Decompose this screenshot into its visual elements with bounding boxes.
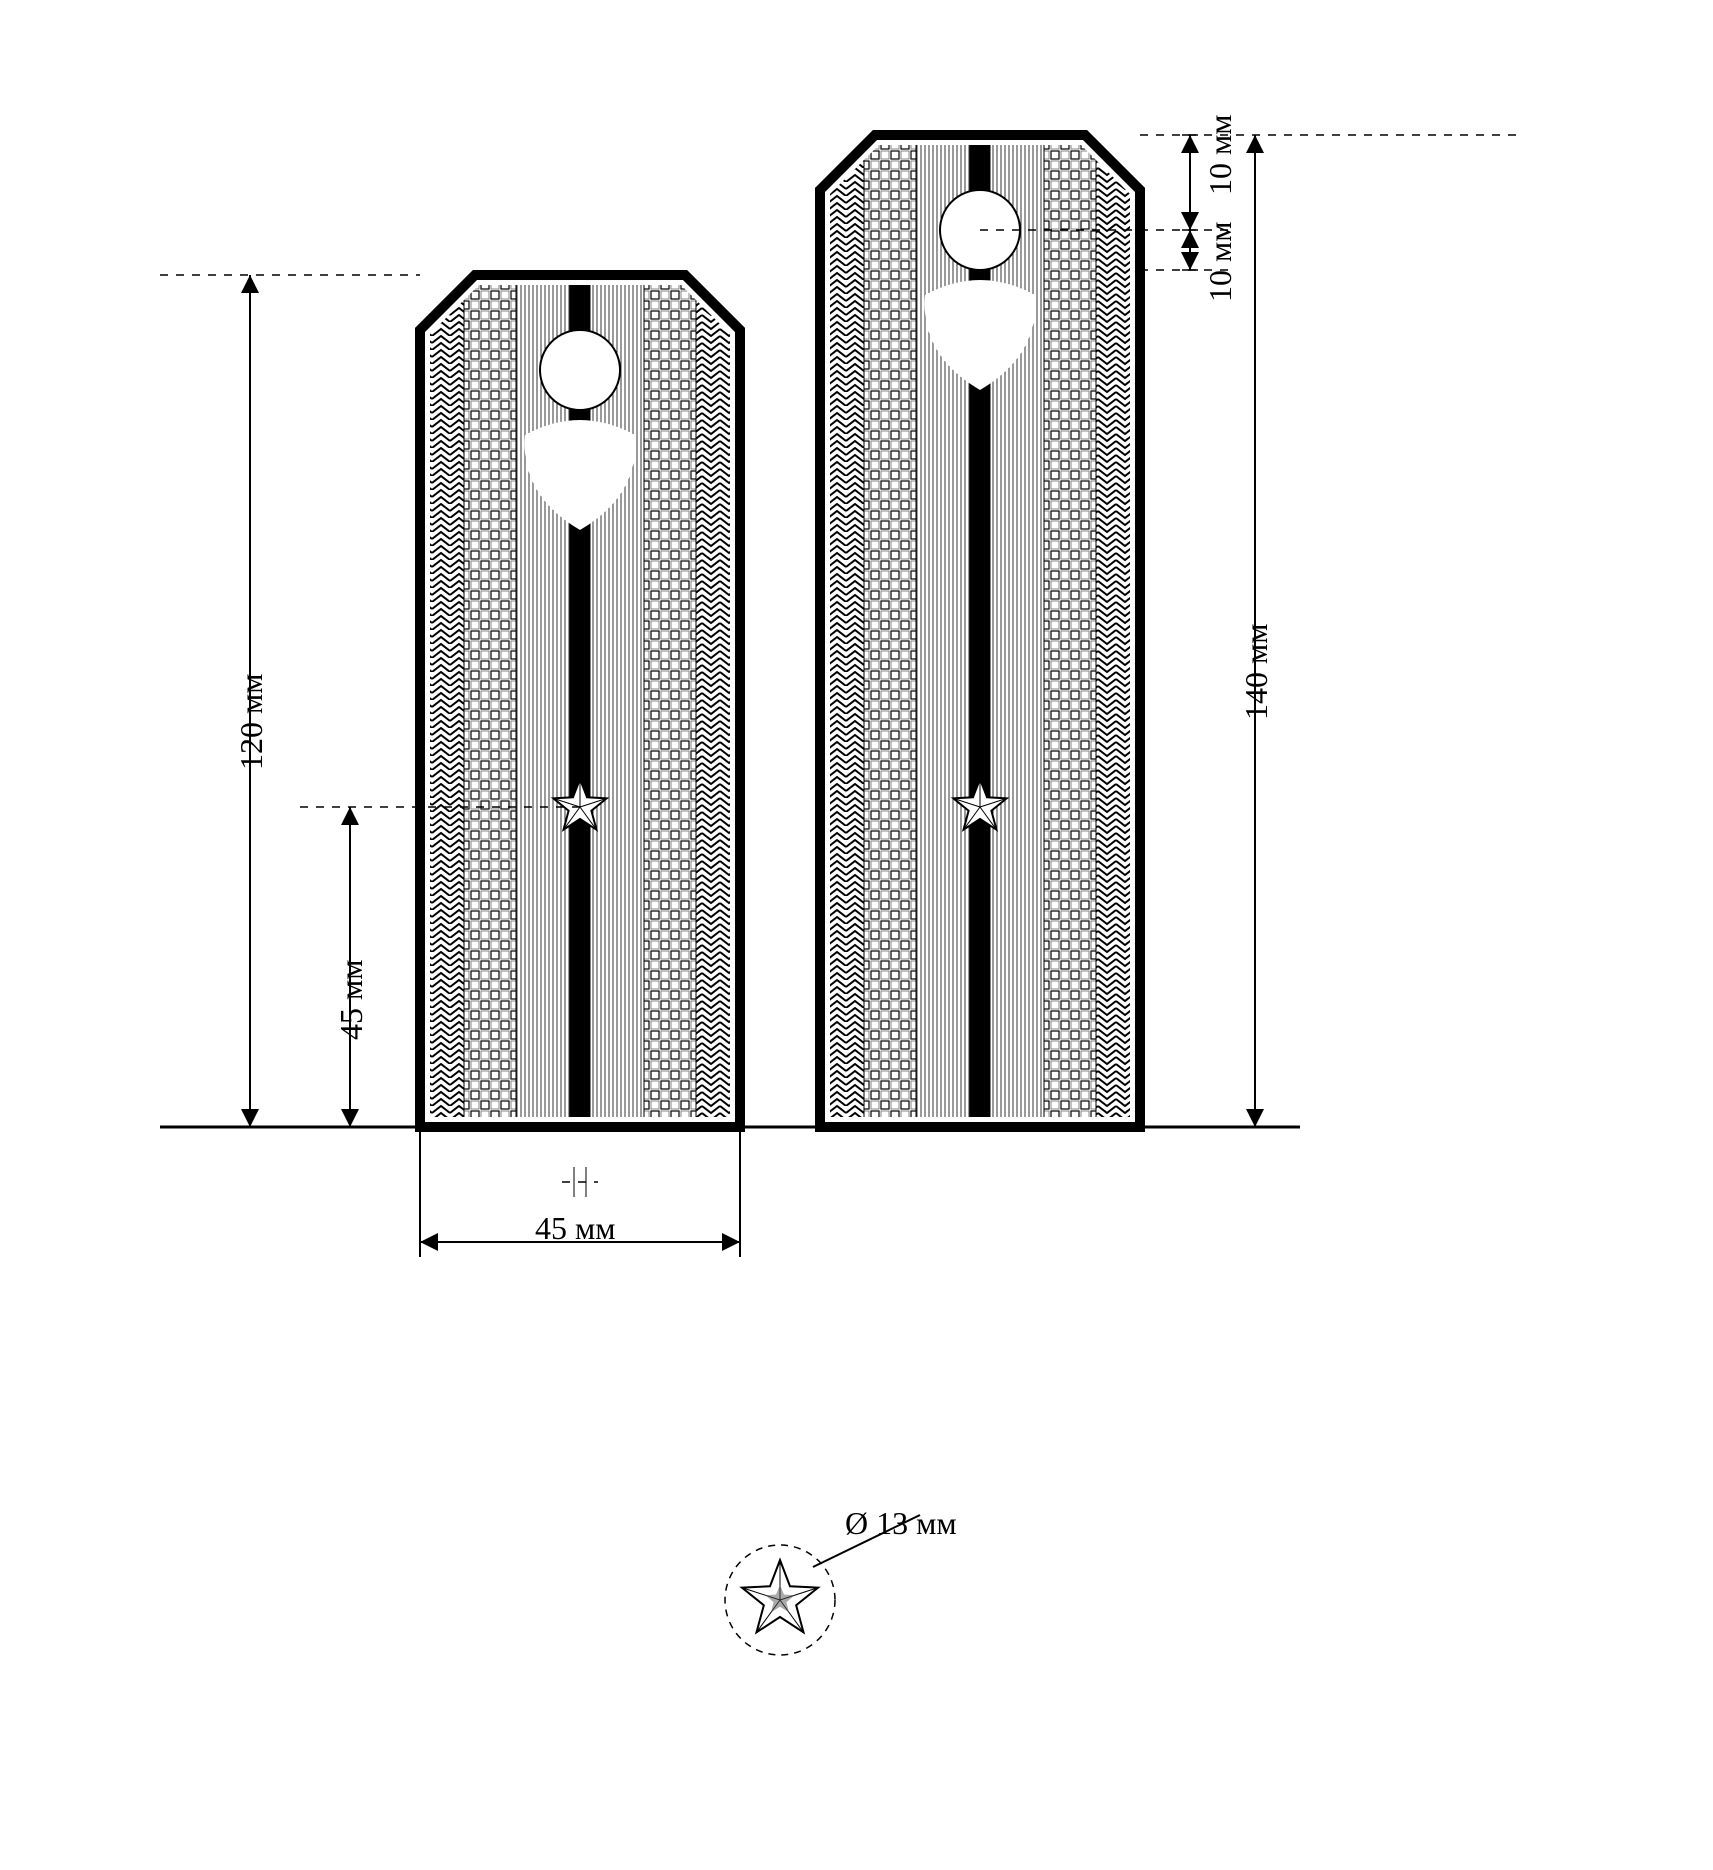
technical-drawing-page: 120 мм 45 мм 45 мм 140 мм 10 мм 10 мм Ø … xyxy=(0,0,1713,1870)
dim-right-height-label: 140 мм xyxy=(1238,624,1275,721)
button-hole xyxy=(540,330,620,410)
drawing-canvas xyxy=(0,0,1713,1870)
dim-right-top1-label: 10 мм xyxy=(1202,115,1239,196)
epaulette-left xyxy=(420,275,740,1127)
epaulette-right xyxy=(820,135,1140,1127)
dim-left-star-label: 45 мм xyxy=(333,960,370,1041)
dim-left-height-label: 120 мм xyxy=(233,674,270,771)
dim-star-diameter-label: Ø 13 мм xyxy=(845,1505,957,1542)
dim-bottom-width-label: 45 мм xyxy=(535,1210,616,1247)
dim-right-top2-label: 10 мм xyxy=(1202,222,1239,303)
star-detail xyxy=(725,1545,835,1655)
